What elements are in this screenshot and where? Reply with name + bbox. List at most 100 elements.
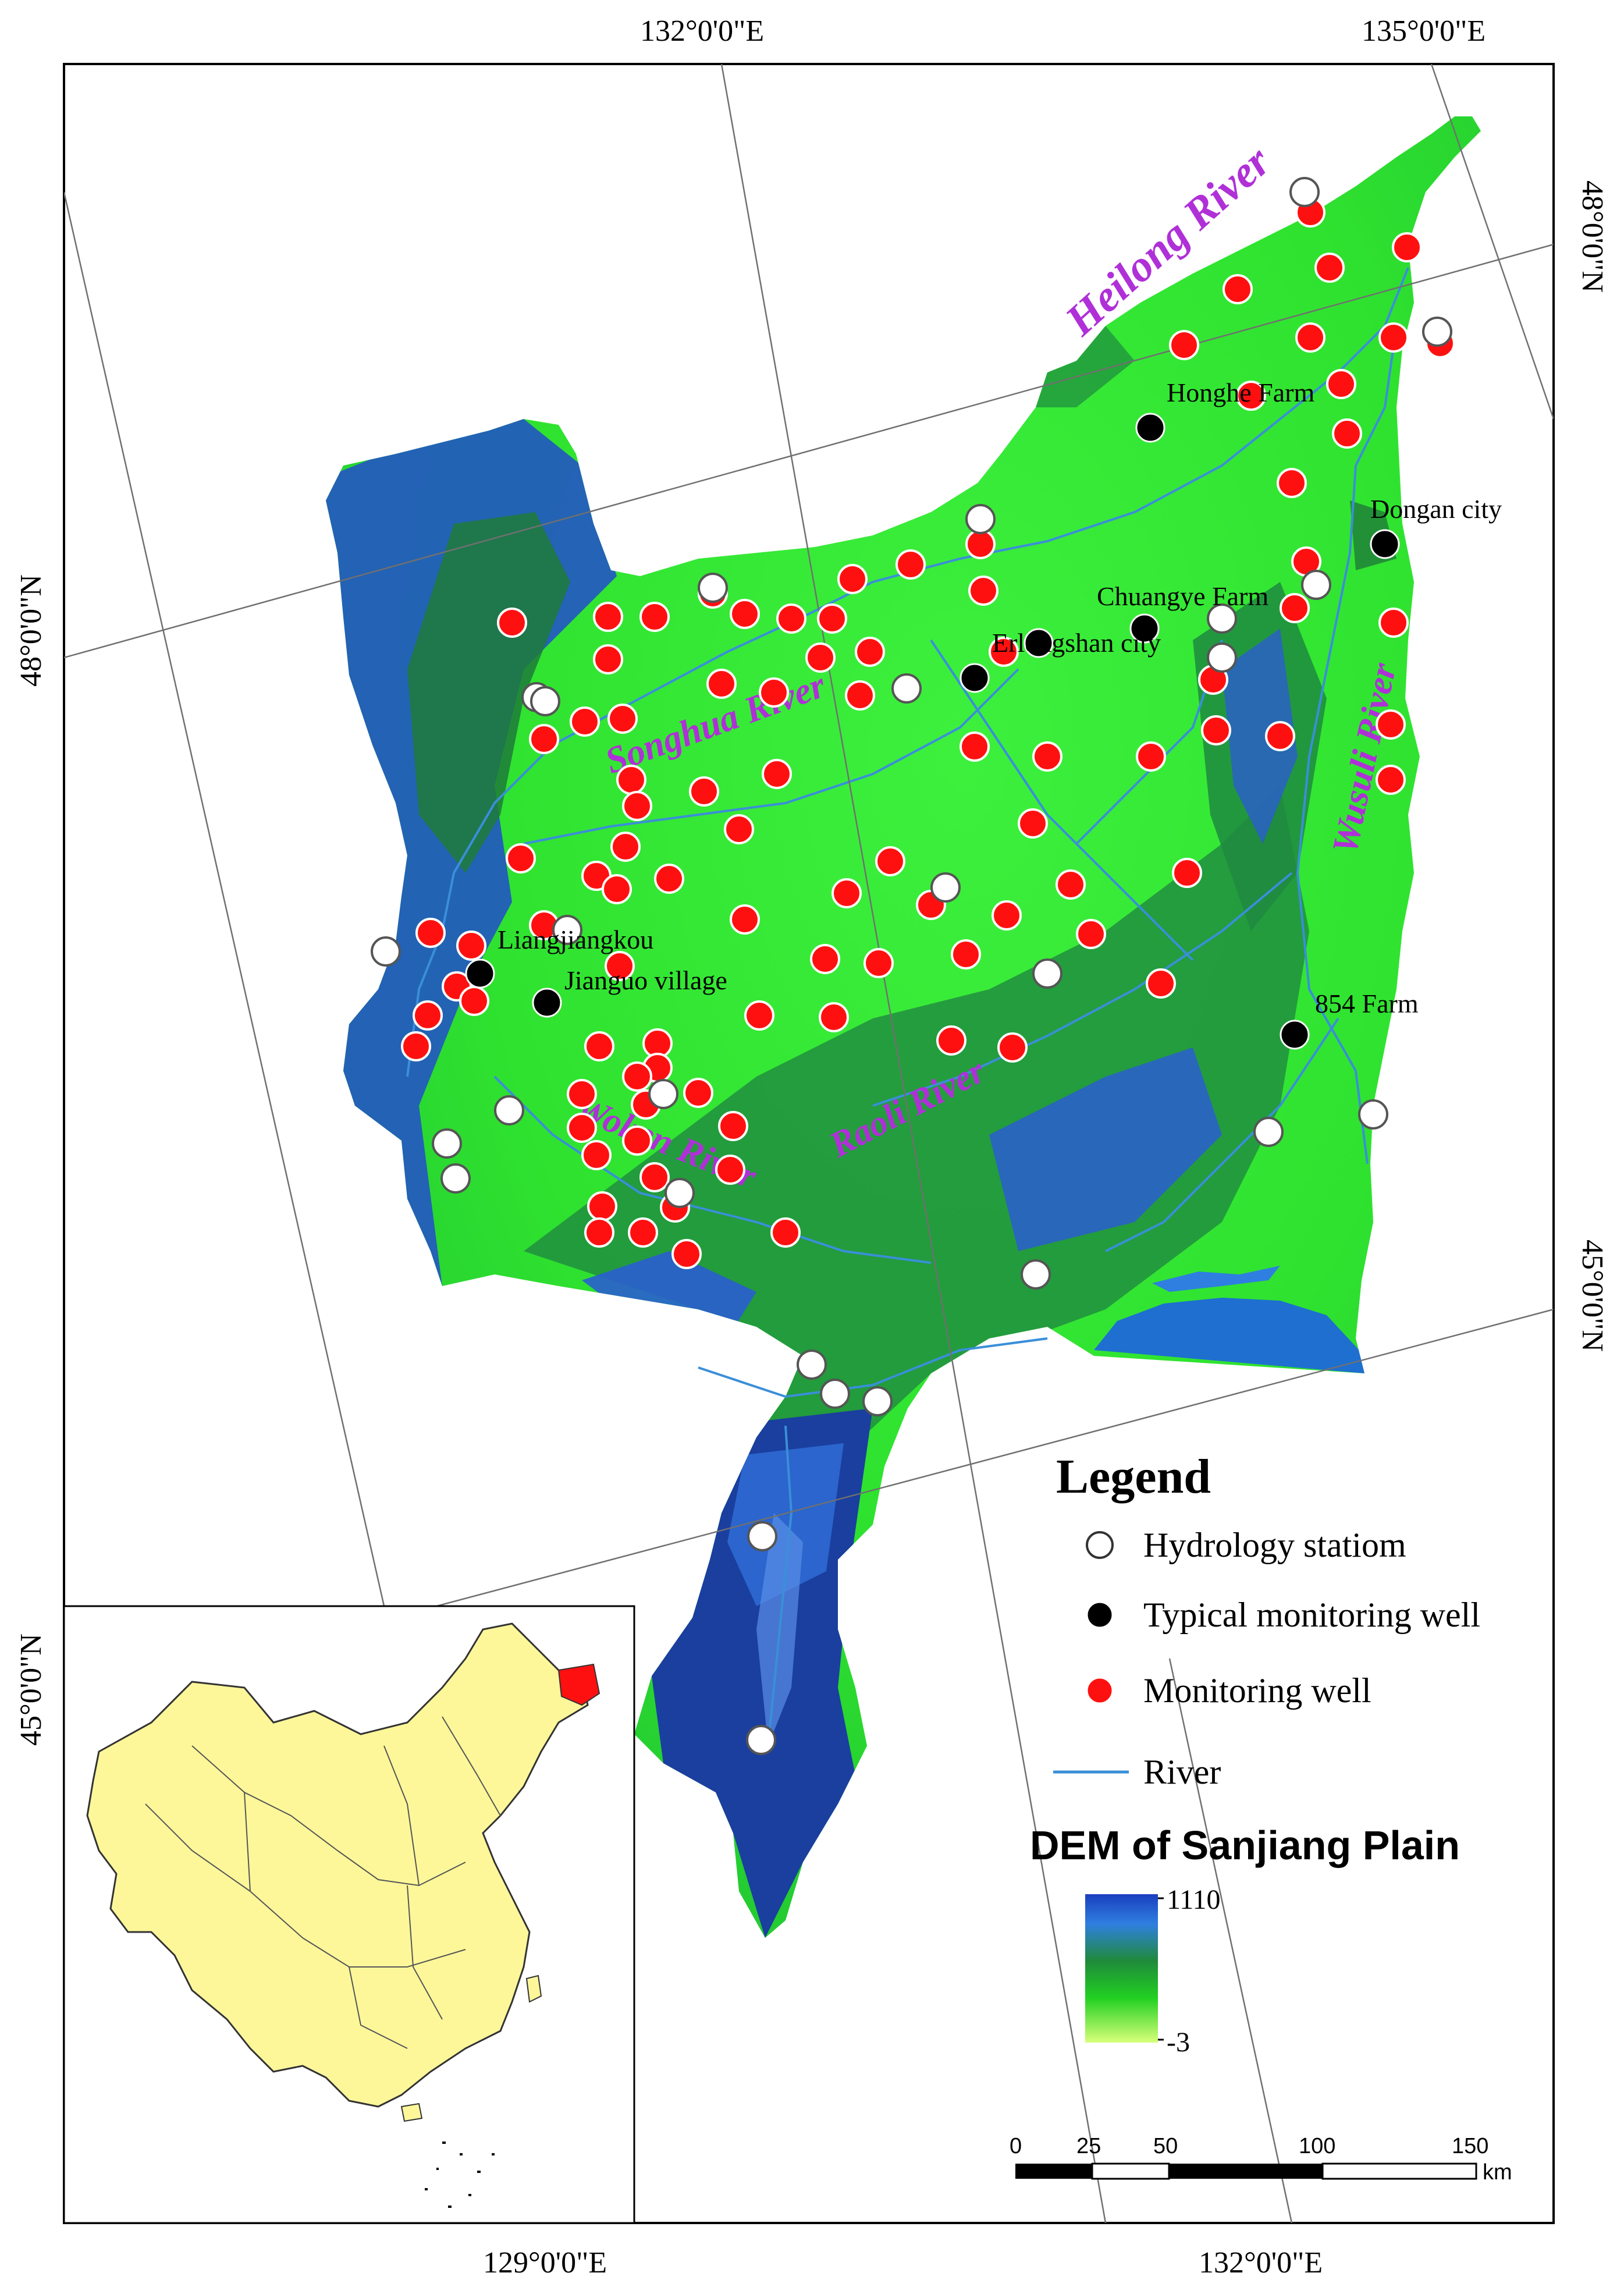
monitoring-well [1332,418,1362,449]
monitoring-well [1056,869,1086,900]
monitoring-well [607,704,638,734]
monitoring-well [593,644,623,674]
coord-right-45: 45°0'0"N [1576,1240,1609,1352]
legend-title: Legend [1056,1450,1211,1504]
monitoring-well [639,602,670,632]
hydrology-station [820,1379,850,1409]
monitoring-well [715,1155,745,1185]
raoli-river-line [872,872,1293,1107]
coord-bottom-129: 129°0'0"E [483,2246,607,2279]
legend-river-label: River [1143,1753,1221,1791]
monitoring-well [1136,741,1166,772]
monitoring-well [1392,232,1422,262]
monitoring-well [1076,919,1106,949]
monitoring-well [1378,322,1409,353]
hydrology-station [747,1521,777,1551]
monitoring-well [762,759,792,789]
monitoring-well [456,931,486,961]
songhua-heilong-river-line [406,267,1409,1077]
monitoring-well [989,637,1019,667]
south-china-sea-islands [425,2142,495,2208]
monitoring-well [965,529,996,559]
monitoring-well [759,677,789,708]
scale-unit: km [1483,2160,1512,2185]
monitoring-well [593,602,623,632]
label-dongan-city: Dongan city [1370,494,1502,524]
monitoring-well [1201,715,1231,745]
monitoring-well [730,599,760,629]
monitoring-well [683,1078,713,1108]
monitoring-well [1236,381,1266,411]
hydrology-station [1301,570,1331,600]
scale-seg-3 [1169,2164,1323,2179]
label-honghe-farm: Honghe Farm [1167,378,1314,407]
monitoring-well [401,1031,431,1061]
coord-top-132: 132°0'0"E [640,15,764,48]
monitoring-well [1376,709,1406,740]
legend-monitoring-icon [1086,1677,1114,1704]
monitoring-well [628,1217,658,1248]
china-inset [63,1605,635,2224]
hydrology-station [1021,1259,1051,1290]
tributary-line-2 [930,639,1194,961]
monitoring-well [951,939,981,970]
monitoring-well [671,1239,702,1269]
monitoring-well [654,864,684,894]
hydrology-station [552,915,582,945]
monitoring-well [960,731,990,762]
hydrology-station [432,1128,462,1159]
typical-well-erlongshan-2 [960,663,990,693]
monitoring-well [845,680,875,711]
typical-well-liangjiangkou [465,958,495,989]
dem-title: DEM of Sanjiang Plain [1030,1823,1460,1868]
label-chuangye-farm: Chuangye Farm [1097,581,1268,611]
coord-left-45: 45°0'0"N [15,1633,48,1746]
monitoring-well [415,918,446,948]
typical-well-854-farm [1280,1020,1310,1050]
dem-legend: DEM of Sanjiang Plain 1110 -3 [1030,1823,1460,2058]
monitoring-well [622,791,652,821]
monitoring-well [718,1111,748,1141]
parallel-48 [64,243,1554,659]
scale-tick-0: 0 [1010,2134,1022,2158]
monitoring-well [1018,808,1048,839]
monitoring-well [817,603,847,634]
legend-typical-label: Typical monitoring well [1143,1596,1480,1634]
monitoring-well [1223,274,1253,304]
meridian-132-bottom [1168,1658,1293,2223]
monitoring-well [459,986,489,1016]
hydrology-station [1207,603,1237,634]
monitoring-well [567,1079,597,1109]
monitoring-well [605,951,635,981]
monitoring-well [730,904,760,935]
monitoring-well [506,843,536,873]
monitoring-well [1314,253,1345,283]
hydrology-station [530,686,560,716]
place-labels: Honghe Farm Dongan city Chuangye Farm Er… [497,378,1502,1018]
typical-well-honghe [1135,413,1165,443]
monitoring-well [1265,721,1295,751]
monitoring-well [875,846,905,876]
monitoring-well [1169,330,1199,360]
scale-seg-4 [1321,2162,1477,2180]
tributary-line-1 [523,668,1019,845]
monitoring-well [602,874,632,904]
tributary-line-5 [767,1425,793,1746]
monitoring-well [1326,369,1356,399]
hydrology-station [1422,317,1452,347]
hydrology-station [1207,642,1237,673]
monitoring-well [1277,468,1307,498]
study-area-highlight [557,1663,600,1706]
legend-typical-icon [1086,1601,1114,1629]
hydrology-station [1358,1099,1388,1130]
label-854-farm: 854 Farm [1315,989,1419,1018]
coordinate-labels: 132°0'0"E 135°0'0"E 129°0'0"E 132°0'0"E … [15,15,1609,2279]
hydrology-station [648,1079,678,1109]
monitoring-well [997,1032,1028,1063]
hydrology-stations [371,177,1452,1755]
dem-min-value: -3 [1167,2027,1190,2058]
wusuli-river-line [1296,325,1398,1164]
hydrology-station [494,1095,524,1125]
monitoring-well [581,1140,612,1170]
monitoring-well [689,776,719,807]
